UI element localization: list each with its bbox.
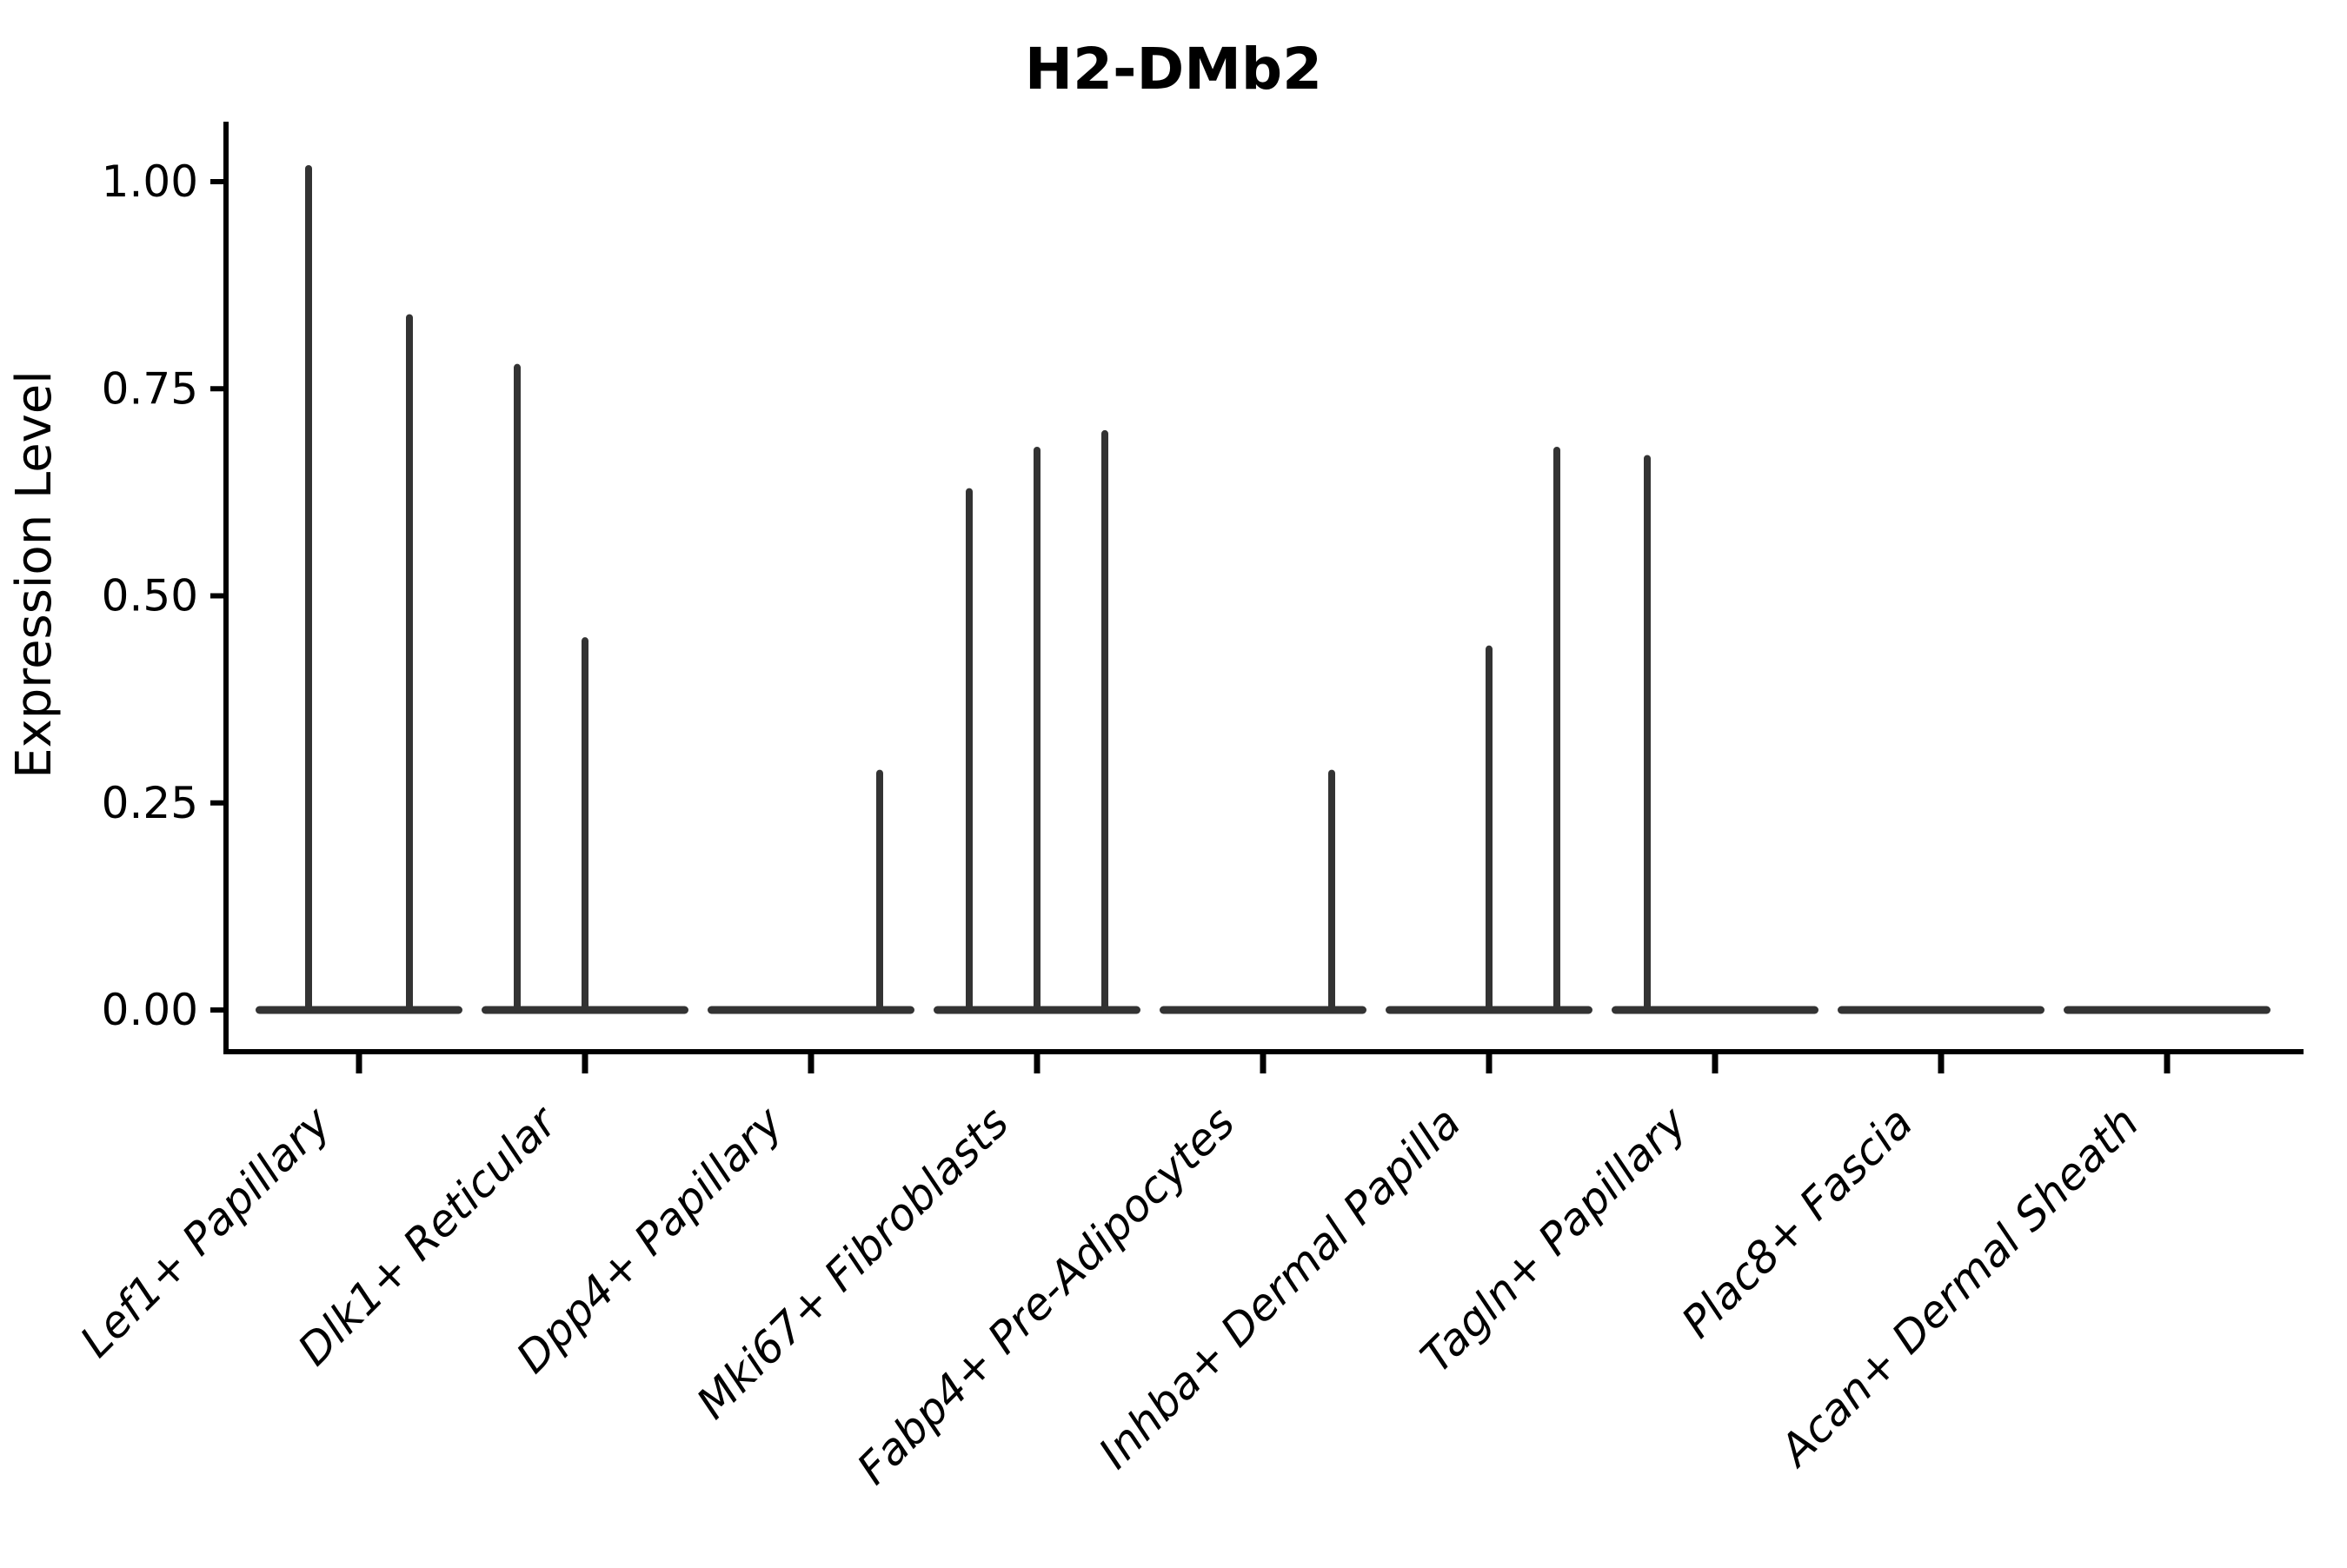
y-axis-label: Expression Level <box>6 370 63 779</box>
x-tick-label: Acan+ Dermal Sheath <box>1769 1097 2149 1477</box>
violin-baseline <box>256 1006 462 1014</box>
violins <box>256 164 2271 1014</box>
violin-baseline <box>1612 1006 1818 1014</box>
y-tick-label: 1.00 <box>102 156 198 207</box>
x-tick-label: Inhba+ Dermal Papilla <box>1089 1097 1470 1478</box>
x-tick-label: Plac8+ Fascia <box>1672 1097 1923 1347</box>
x-tick-label: Fabp4+ Pre-Adipocytes <box>848 1097 1245 1494</box>
y-tick-label: 0.75 <box>102 363 198 414</box>
violin-baseline <box>1160 1006 1366 1014</box>
y-tick-label: 0.25 <box>102 778 198 828</box>
violin-baseline <box>1838 1006 2044 1014</box>
y-tick-label: 0.50 <box>102 571 198 621</box>
y-tick-label: 0.00 <box>102 985 198 1035</box>
violin-baseline <box>708 1006 914 1014</box>
chart-title: H2-DMb2 <box>1025 36 1322 103</box>
violin-baseline <box>2064 1006 2271 1014</box>
